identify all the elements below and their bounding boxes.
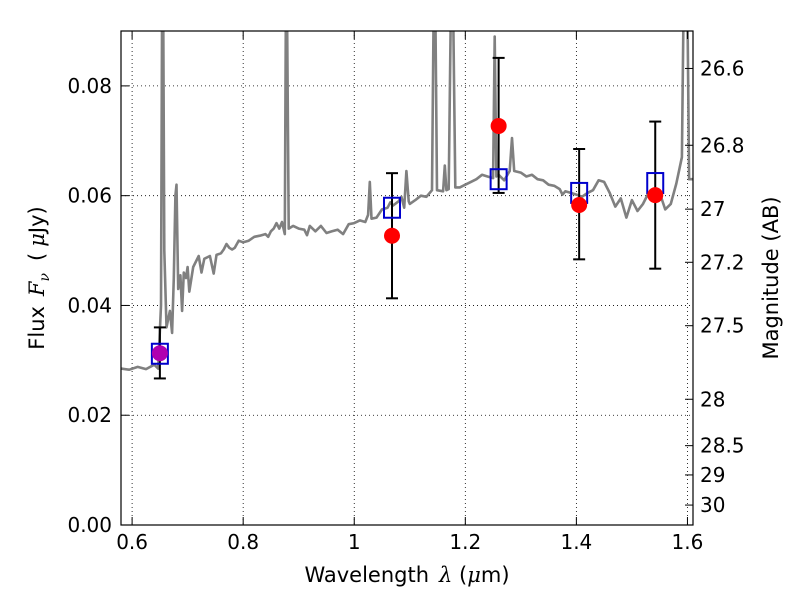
y-tick-label: 0.08 — [67, 74, 112, 98]
measurement-point — [490, 117, 507, 134]
y-tick-label: 0.04 — [67, 293, 112, 317]
y-tick-label: 0.00 — [67, 513, 112, 537]
y-axis-unit-mu: μ — [25, 233, 49, 247]
measurement-point — [384, 227, 401, 244]
x-axis-symbol: λ — [438, 563, 452, 587]
y-axis-unit-close: Jy) — [25, 206, 49, 235]
measurement-point — [571, 196, 588, 213]
error-bars — [153, 56, 662, 380]
x-tick-label: 1 — [348, 530, 361, 554]
y-tick-label: 0.06 — [67, 184, 112, 208]
measurement-point — [647, 187, 664, 204]
y-axis-symbol-subscript: ν — [37, 272, 53, 281]
model-box-marker — [489, 168, 508, 191]
measurement-point — [151, 345, 168, 362]
x-tick-label: 0.8 — [227, 530, 259, 554]
x-axis-ticks: 0.6 0.8 1 1.2 1.4 1.6 — [116, 31, 703, 554]
x-tick-label: 1.4 — [560, 530, 592, 554]
right-axis-label: Magnitude (AB) — [759, 196, 783, 359]
data-markers — [150, 117, 665, 365]
x-axis-label-text: Wavelength — [304, 563, 429, 587]
spectrum-series — [121, 31, 693, 371]
y-axis-label: Flux Fν ( μJy) — [25, 206, 53, 349]
grid-lines — [121, 31, 693, 526]
model-box-marker — [150, 342, 169, 365]
magnitude-tick-label: 30 — [700, 493, 725, 517]
magnitude-axis-ticks: 26.6 26.8 27 27.2 27.5 28 28.5 29 30 — [685, 56, 745, 517]
x-axis-unit-open: ( — [452, 563, 467, 587]
y-axis-unit-open: ( — [25, 253, 49, 261]
y-axis-label-text: Flux — [25, 306, 49, 350]
magnitude-tick-label: 27.5 — [700, 314, 745, 338]
x-axis-label: Wavelength λ (μm) — [304, 563, 509, 587]
plot-frame — [120, 30, 694, 526]
x-axis-unit-close: m) — [481, 563, 510, 587]
magnitude-tick-label: 26.8 — [700, 133, 745, 157]
model-box-marker — [383, 196, 402, 219]
x-axis-unit-mu: μ — [467, 563, 481, 587]
y-tick-label: 0.02 — [67, 403, 112, 427]
magnitude-tick-label: 27.2 — [700, 250, 745, 274]
x-tick-label: 1.2 — [449, 530, 481, 554]
x-tick-label: 1.6 — [672, 530, 704, 554]
y-axis-symbol: F — [25, 280, 49, 297]
x-tick-label: 0.6 — [116, 530, 148, 554]
magnitude-tick-label: 27 — [700, 197, 725, 221]
magnitude-tick-label: 26.6 — [700, 56, 745, 80]
magnitude-tick-label: 28.5 — [700, 434, 745, 458]
magnitude-tick-label: 28 — [700, 387, 725, 411]
y-axis-ticks: 0.00 0.02 0.04 0.06 0.08 — [67, 74, 129, 537]
spectrum-line — [121, 31, 693, 371]
magnitude-tick-label: 29 — [700, 463, 725, 487]
